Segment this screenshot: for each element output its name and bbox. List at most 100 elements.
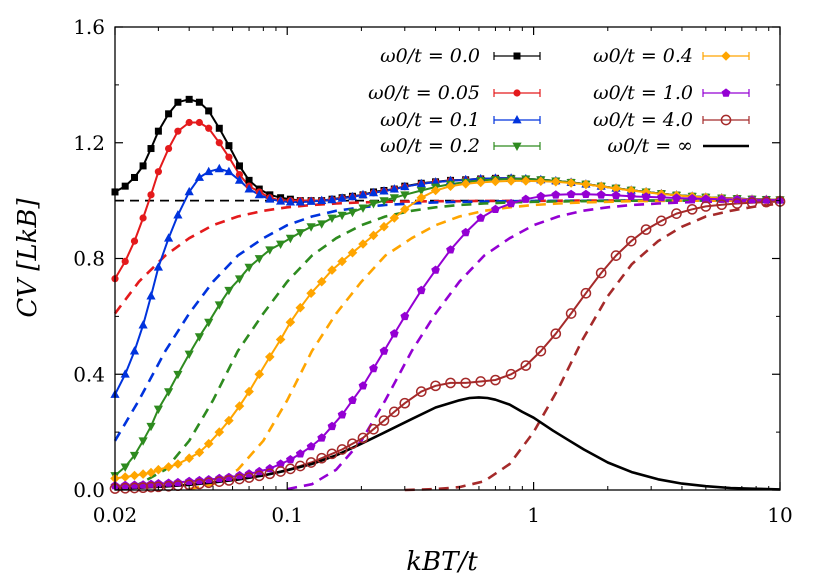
data-point: [490, 176, 501, 187]
data-point: [746, 197, 758, 209]
data-point: [416, 187, 426, 196]
data-point: [611, 183, 621, 194]
data-point: [475, 177, 486, 188]
data-point: [139, 214, 147, 222]
data-point: [369, 363, 378, 373]
data-point: [146, 291, 156, 300]
data-point: [513, 52, 521, 60]
data-point: [275, 334, 286, 345]
data-point: [400, 181, 410, 191]
data-point: [204, 475, 214, 484]
data-point: [368, 200, 379, 209]
data-point: [389, 194, 399, 203]
axis-ticks: 0.02 0.1 1 10 0.0 0.4 0.8 1.2 1.6: [73, 15, 793, 527]
y-axis-title: CV [LkB]: [13, 197, 43, 317]
data-point: [138, 320, 148, 329]
data-point: [656, 215, 667, 227]
data-point: [306, 223, 316, 232]
data-point: [687, 194, 697, 203]
data-point: [460, 179, 471, 189]
data-point: [316, 452, 328, 464]
series-line: [114, 200, 781, 490]
data-point: [760, 196, 772, 208]
data-point: [153, 464, 164, 475]
data-point: [234, 275, 245, 284]
data-point: [389, 184, 399, 193]
data-point: [214, 163, 224, 173]
data-point: [174, 98, 182, 106]
data-point: [234, 401, 245, 411]
data-point: [657, 192, 666, 202]
data-point: [295, 197, 305, 206]
data-point: [285, 463, 296, 475]
series-line: [114, 179, 780, 480]
data-point: [224, 166, 234, 176]
plot-lines: [113, 98, 781, 492]
data-point: [224, 415, 234, 426]
data-point: [265, 352, 275, 362]
data-point: [173, 459, 183, 469]
data-point: [416, 285, 426, 295]
data-point: [431, 265, 440, 274]
data-point: [195, 118, 203, 127]
data-point: [165, 110, 173, 118]
y-tick-label: 1.2: [73, 131, 105, 155]
data-point: [378, 415, 390, 426]
y-tick-label: 1.6: [73, 15, 105, 39]
data-point: [337, 410, 347, 419]
data-point: [512, 142, 522, 151]
data-point: [121, 182, 129, 190]
data-point: [513, 89, 521, 97]
data-point: [671, 208, 682, 219]
data-point: [389, 213, 400, 223]
data-point: [400, 191, 410, 200]
data-point: [327, 194, 337, 204]
data-point: [446, 245, 455, 254]
data-point: [214, 473, 224, 483]
data-point: [275, 466, 286, 477]
x-tick-label: 1: [527, 503, 540, 527]
data-point: [672, 193, 681, 202]
data-point: [245, 176, 253, 184]
data-point: [164, 144, 173, 153]
data-point: [173, 210, 183, 219]
data-point: [145, 481, 157, 493]
data-point: [306, 196, 316, 205]
data-point: [295, 449, 305, 458]
data-point: [399, 397, 411, 409]
data-point: [306, 288, 316, 298]
data-point: [129, 346, 140, 355]
data-point: [595, 267, 607, 279]
data-point: [276, 240, 286, 249]
data-point: [154, 168, 162, 176]
data-point: [203, 477, 215, 489]
data-point: [224, 472, 234, 481]
data-point: [640, 224, 652, 235]
data-point: [379, 197, 389, 206]
data-point: [566, 189, 576, 198]
data-point: [214, 301, 224, 310]
data-point: [295, 229, 305, 238]
data-point: [536, 176, 546, 186]
data-point: [224, 286, 234, 296]
data-point: [626, 185, 636, 196]
y-tick-label: 0.8: [73, 247, 105, 271]
data-point: [581, 179, 591, 190]
data-point: [265, 246, 275, 255]
data-point: [130, 237, 139, 245]
data-point: [214, 427, 225, 437]
data-point: [336, 444, 348, 455]
data-point: [337, 193, 347, 202]
data-point: [120, 463, 130, 472]
data-point: [400, 311, 410, 321]
data-point: [285, 234, 295, 244]
data-point: [295, 302, 306, 313]
data-point: [225, 153, 233, 161]
data-point: [294, 460, 306, 472]
data-point: [244, 386, 254, 397]
legend-label: ω0/t = 1.0: [593, 82, 693, 104]
data-point: [337, 256, 347, 267]
data-point: [154, 479, 163, 488]
data-point: [137, 482, 149, 494]
